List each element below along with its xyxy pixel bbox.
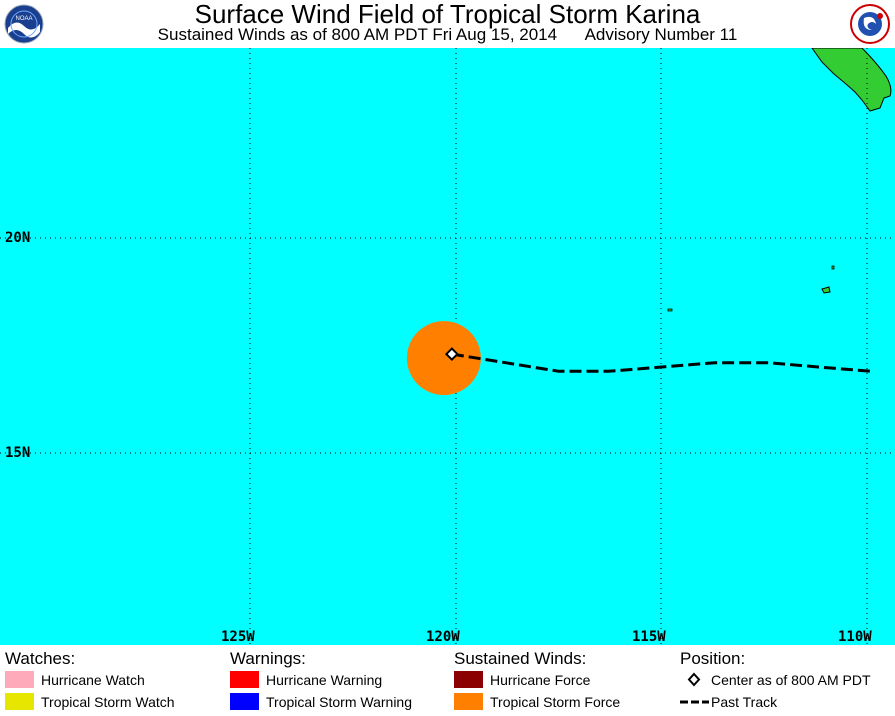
legend: Watches: Hurricane Watch Tropical Storm … (0, 645, 895, 716)
hurricane-force-swatch (454, 671, 483, 688)
noaa-logo-text: NOAA (15, 16, 32, 22)
tropical-storm-force-wind-field (406, 321, 481, 396)
storm-center-diamond-icon (444, 347, 459, 362)
island-socorro (821, 286, 831, 294)
legend-winds: Sustained Winds: (454, 649, 586, 669)
lon-label-125w: 125W (221, 629, 255, 645)
lat-label-15n: 15N (5, 445, 31, 461)
dashed-line-icon (680, 700, 709, 704)
legend-warnings-heading: Warnings: (230, 649, 306, 668)
hurricane-watch-swatch (5, 671, 34, 688)
subtitle-time: Sustained Winds as of 800 AM PDT Fri Aug… (157, 25, 558, 44)
map-subtitle: Sustained Winds as of 800 AM PDT Fri Aug… (0, 24, 895, 46)
lon-label-120w: 120W (426, 629, 460, 645)
nws-logo-icon (850, 4, 890, 44)
past-track-line (451, 352, 872, 373)
legend-position-heading: Position: (680, 649, 746, 668)
legend-winds-heading: Sustained Winds: (454, 649, 587, 668)
graticule (0, 48, 895, 645)
island-san-benedicto (831, 265, 835, 270)
tropical-storm-watch-swatch (5, 693, 34, 710)
map-canvas (0, 48, 895, 645)
legend-watches-heading: Watches: (5, 649, 76, 668)
island-clarion (667, 308, 673, 312)
hurricane-warning-swatch (230, 671, 259, 688)
lon-label-115w: 115W (632, 629, 666, 645)
diamond-icon (687, 672, 701, 687)
legend-warnings: Warnings: (230, 649, 306, 669)
subtitle-advisory: Advisory Number 11 (584, 25, 738, 44)
legend-watches: Watches: (5, 649, 75, 669)
tropical-storm-warning-swatch (230, 693, 259, 710)
tropical-storm-force-swatch (454, 693, 483, 710)
legend-position: Position: (680, 649, 745, 669)
header: NOAA Surface Wind Field of Tropical Stor… (0, 0, 895, 48)
noaa-logo-icon: NOAA (4, 4, 44, 44)
baja-california-land (811, 48, 892, 112)
map-area: 20N 15N 125W 120W 115W 110W (0, 48, 895, 645)
lat-label-20n: 20N (5, 230, 31, 246)
map-title: Surface Wind Field of Tropical Storm Kar… (194, 0, 701, 29)
lon-label-110w: 110W (838, 629, 872, 645)
